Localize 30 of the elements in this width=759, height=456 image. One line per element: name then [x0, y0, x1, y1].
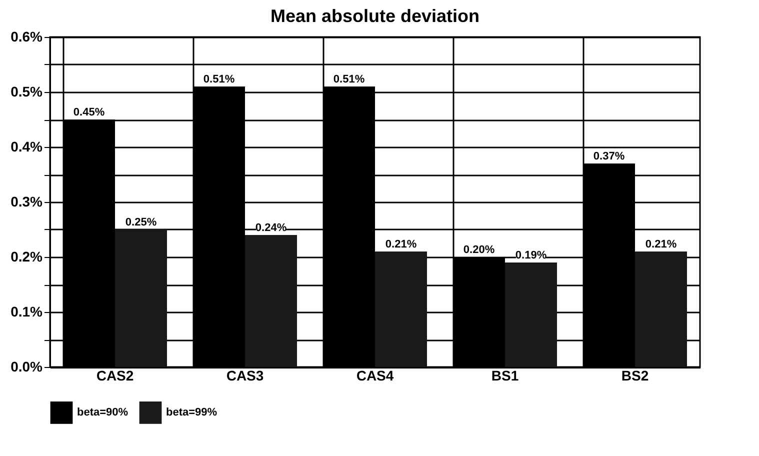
legend-label: beta=99%	[166, 406, 218, 419]
bar	[635, 252, 687, 367]
data-label: 0.51%	[203, 74, 235, 86]
x-tick-label: BS1	[491, 368, 519, 384]
data-label: 0.25%	[125, 216, 157, 228]
y-tick-label: 0.1%	[10, 304, 44, 320]
x-tick-label: CAS4	[356, 368, 394, 384]
data-label: 0.21%	[645, 238, 677, 250]
data-label: 0.20%	[463, 244, 495, 256]
y-tick-label: 0.4%	[10, 138, 44, 154]
data-label: 0.21%	[385, 238, 417, 250]
y-tick-label: 0.0%	[10, 358, 44, 374]
bar	[375, 252, 427, 367]
bar	[115, 230, 167, 367]
data-label: 0.51%	[333, 74, 365, 86]
bar	[505, 262, 557, 367]
chart-title: Mean absolute deviation	[270, 6, 480, 26]
y-tick-label: 0.3%	[10, 194, 44, 210]
y-tick-label: 0.6%	[10, 28, 44, 44]
x-tick-label: BS2	[621, 368, 649, 384]
bar	[245, 235, 297, 367]
x-tick-label: CAS2	[96, 368, 134, 384]
data-label: 0.19%	[515, 250, 547, 262]
data-label: 0.45%	[73, 106, 105, 118]
y-tick-label: 0.2%	[10, 248, 44, 264]
legend-label: beta=90%	[77, 406, 128, 419]
y-tick-label: 0.5%	[10, 84, 44, 100]
data-label: 0.37%	[593, 150, 625, 162]
data-label: 0.24%	[255, 222, 287, 234]
x-tick-label: CAS3	[226, 368, 264, 384]
